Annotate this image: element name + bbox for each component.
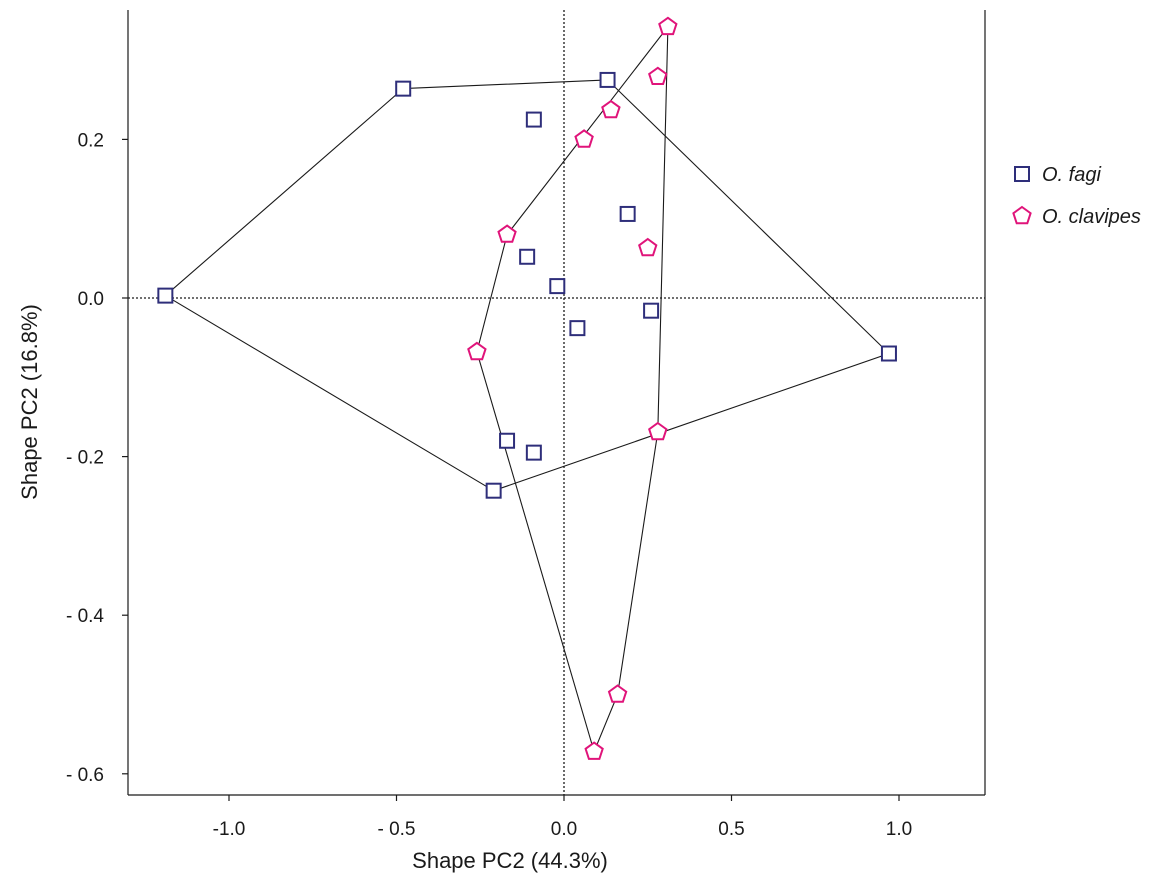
data-points: [157, 16, 897, 760]
x-tick-label: 1.0: [886, 819, 912, 840]
data-point-square: [619, 205, 636, 222]
hull-o-fagi: [164, 79, 891, 492]
plot-frame: [127, 10, 986, 796]
data-point-pentagon: [607, 684, 628, 703]
y-tick-label: - 0.4: [66, 606, 104, 627]
y-axis-title: Shape PC2 (16.8%): [17, 304, 42, 500]
x-axis-title: Shape PC2 (44.3%): [412, 848, 608, 873]
data-point-square: [525, 444, 542, 461]
legend-marker-square: [1014, 166, 1030, 182]
data-point-pentagon: [467, 341, 487, 361]
data-point-square: [643, 302, 660, 319]
reference-lines: [128, 10, 985, 795]
convex-hulls: [164, 25, 891, 754]
data-point-pentagon: [574, 129, 594, 148]
y-tick-label: - 0.2: [66, 448, 104, 469]
data-point-pentagon: [648, 421, 668, 441]
data-point-pentagon: [658, 16, 678, 36]
data-point-square: [499, 432, 516, 449]
legend-label: O. clavipes: [1042, 206, 1141, 228]
hull-o-clavipes: [476, 25, 669, 754]
data-point-pentagon: [601, 99, 621, 119]
data-point-square: [599, 71, 616, 88]
y-tick-label: 0.2: [78, 130, 104, 151]
data-point-square: [157, 287, 174, 304]
y-tick-label: - 0.6: [66, 765, 104, 786]
data-point-pentagon: [497, 224, 517, 243]
legend: O. fagi O. clavipes: [1012, 164, 1141, 228]
data-point-pentagon: [648, 66, 668, 85]
data-point-square: [485, 482, 502, 499]
data-point-square: [549, 278, 566, 295]
x-tick-label: - 0.5: [377, 819, 415, 840]
x-tick-label: -1.0: [213, 819, 246, 840]
x-tick-label: 0.0: [551, 819, 577, 840]
axis-ticks: -1.0 - 0.5 0.0 0.5 1.0 0.2 0.0 - 0.2 - 0.4 - 0.6: [66, 130, 912, 840]
data-point-pentagon: [638, 237, 658, 257]
data-point-pentagon: [584, 741, 604, 760]
data-point-square: [395, 80, 412, 97]
legend-label: O. fagi: [1042, 164, 1101, 186]
data-point-square: [880, 345, 897, 362]
y-tick-label: 0.0: [78, 289, 104, 310]
data-point-square: [525, 111, 542, 128]
data-point-square: [569, 320, 586, 337]
data-point-square: [519, 248, 536, 265]
legend-marker-pentagon: [1012, 205, 1032, 225]
x-tick-label: 0.5: [718, 819, 744, 840]
